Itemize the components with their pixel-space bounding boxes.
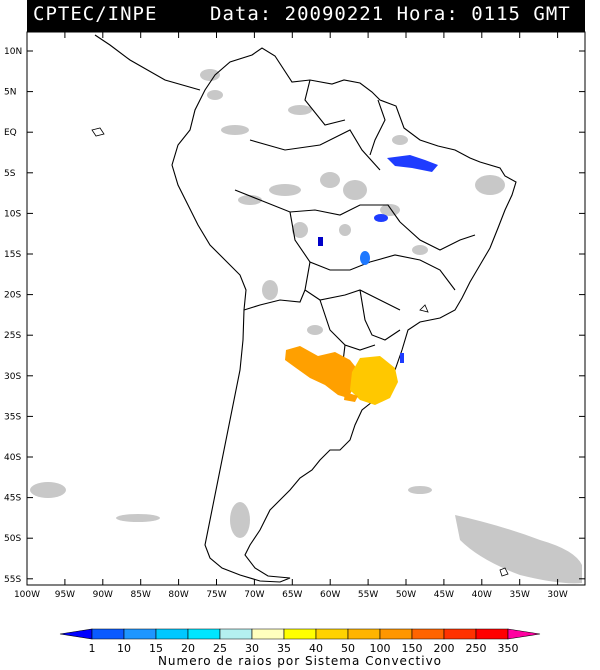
colorbar [59, 628, 541, 640]
colorbar-segment [507, 628, 541, 640]
lon-label: 55W [358, 590, 378, 600]
lon-label: 45W [434, 590, 454, 600]
map-frame [26, 31, 586, 586]
colorbar-label: 250 [466, 642, 487, 655]
colorbar-title: Numero de raios por Sistema Convectivo [157, 654, 443, 668]
lon-label: 50W [396, 590, 416, 600]
lon-label: 85W [131, 590, 151, 600]
agency-title: CPTEC/INPE [33, 3, 158, 25]
lat-label: 5S [4, 169, 16, 179]
lon-label: 100W [14, 590, 40, 600]
colorbar-segment [379, 628, 413, 640]
colorbar-label: 150 [402, 642, 423, 655]
colorbar-label: 40 [309, 642, 323, 655]
convective-system-argentina [285, 346, 358, 398]
lat-label: 45S [4, 494, 21, 504]
colorbar-label: 25 [213, 642, 227, 655]
lon-label: 70W [244, 590, 264, 600]
lat-label: 35S [4, 412, 21, 422]
lat-label: 55S [4, 575, 21, 585]
lon-label: 40W [472, 590, 492, 600]
convective-system-uruguay [350, 356, 398, 405]
colorbar-segment [251, 628, 285, 640]
colorbar-segment [347, 628, 381, 640]
convective-system-goias [360, 251, 370, 265]
datetime-title: Data: 20090221 Hora: 0115 GMT [210, 3, 571, 25]
latitude-labels: 10N 5N EQ 5S 10S 15S 20S 25S 30S 35S 40S 45S 50S 55S [4, 47, 22, 585]
colorbar-label: 20 [181, 642, 195, 655]
lon-label: 65W [282, 590, 302, 600]
colorbar-labels: 1 10 15 20 25 30 35 40 50 100 150 200 250 350 [89, 642, 519, 655]
colorbar-segment [283, 628, 317, 640]
lon-label: 30W [547, 590, 567, 600]
lat-label: EQ [4, 128, 17, 138]
lon-label: 60W [320, 590, 340, 600]
colorbar-label: 1 [89, 642, 96, 655]
colorbar-label: 35 [277, 642, 291, 655]
map-header: CPTEC/INPE Data: 20090221 Hora: 0115 GMT [27, 0, 585, 32]
colorbar-segment [315, 628, 349, 640]
lat-label: 10S [4, 209, 21, 219]
lat-label: 30S [4, 372, 21, 382]
colorbar-label: 100 [370, 642, 391, 655]
colorbar-label: 15 [149, 642, 163, 655]
lon-label: 95W [55, 590, 75, 600]
convective-system-bolivia [318, 237, 323, 246]
colorbar-label: 30 [245, 642, 259, 655]
colorbar-segment [219, 628, 253, 640]
colorbar-segment [91, 628, 125, 640]
colorbar-segment [411, 628, 445, 640]
lat-label: 25S [4, 331, 21, 341]
lat-label: 40S [4, 453, 21, 463]
lat-label: 10N [4, 47, 22, 57]
lon-label: 75W [206, 590, 226, 600]
colorbar-label: 10 [117, 642, 131, 655]
longitude-labels: 100W 95W 90W 85W 80W 75W 70W 65W 60W 55W 50W 45W 40W… [14, 590, 568, 600]
lon-label: 90W [93, 590, 113, 600]
lon-label: 80W [168, 590, 188, 600]
colorbar-segment [187, 628, 221, 640]
convective-system-santa-catarina [400, 353, 404, 363]
convective-systems [285, 155, 438, 405]
lat-label: 20S [4, 291, 21, 301]
convective-system-uruguay-edge [344, 392, 358, 402]
convective-system-central [374, 214, 388, 222]
islands [91, 127, 509, 577]
grid-ticks [26, 32, 585, 585]
colorbar-label: 200 [434, 642, 455, 655]
lon-label: 35W [510, 590, 530, 600]
lat-label: 5N [4, 88, 16, 98]
colorbar-label: 350 [498, 642, 519, 655]
cloud-cover [30, 69, 582, 584]
colorbar-segment [123, 628, 157, 640]
colorbar-segment [59, 628, 93, 640]
colorbar-label: 50 [341, 642, 355, 655]
convective-system-northeast [387, 155, 438, 172]
lat-label: 50S [4, 534, 21, 544]
colorbar-segment [155, 628, 189, 640]
colorbar-segment [475, 628, 509, 640]
colorbar-segment [443, 628, 477, 640]
lat-label: 15S [4, 250, 21, 260]
